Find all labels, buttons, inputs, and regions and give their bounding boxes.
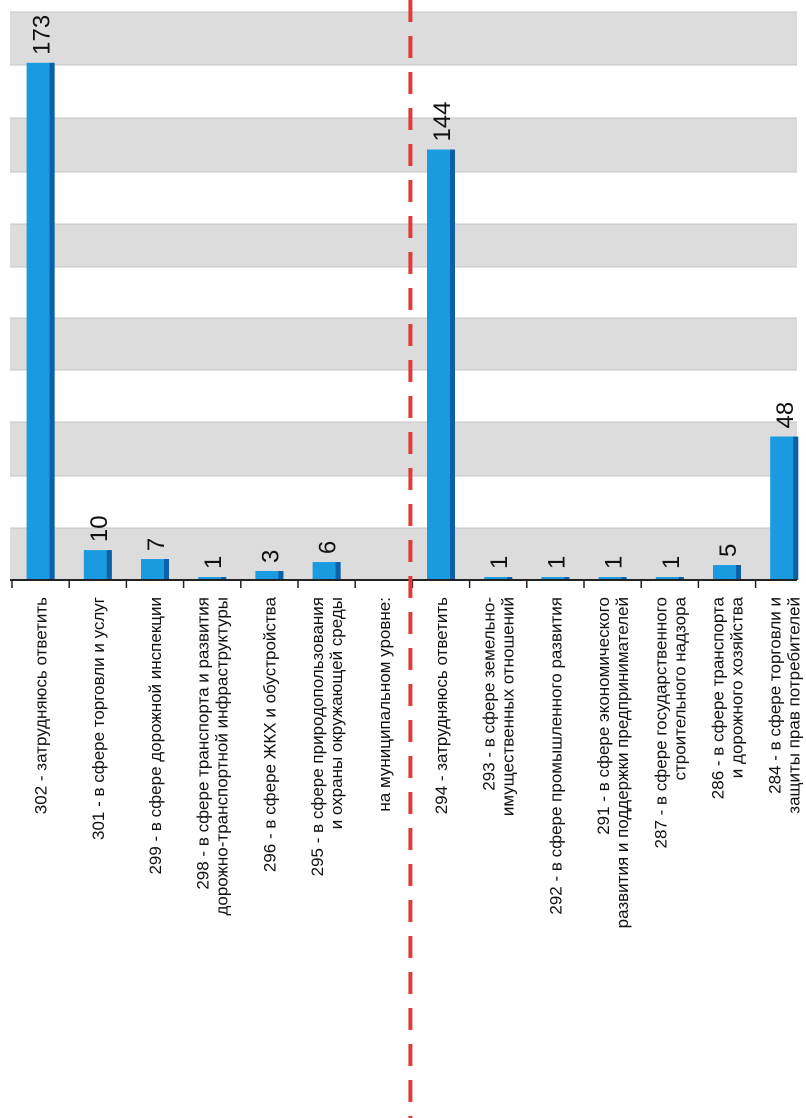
bar-shade <box>736 565 741 580</box>
tick-label: 298 - в сфере транспорта и развития <box>194 597 213 890</box>
bar-value-label: 3 <box>257 550 284 563</box>
bar-value-label: 48 <box>772 402 799 429</box>
bar <box>141 559 169 580</box>
grid-band <box>10 370 797 422</box>
tick-label: и охраны окружающей среды <box>327 597 346 829</box>
bar-shade <box>164 559 169 580</box>
bar <box>312 562 341 580</box>
grid-band <box>10 318 797 370</box>
bar-shade <box>793 436 799 580</box>
bar <box>713 565 741 580</box>
grid-band <box>10 118 797 172</box>
bar-shade <box>106 550 112 580</box>
bar-shade <box>49 62 55 581</box>
bar-value-label: 173 <box>29 15 56 55</box>
tick-label: 295 - в сфере природопользования <box>308 597 327 876</box>
tick-label: 287 - в сфере государственного <box>651 597 670 848</box>
bar-value-label: 1 <box>486 556 513 569</box>
grid-band <box>10 422 797 476</box>
bar <box>655 577 684 580</box>
bar-value-label: 6 <box>315 541 342 554</box>
tick-label: 299 - в сфере дорожной инспекции <box>146 597 165 875</box>
tick-label: 293 - в сфере земельно- <box>480 597 499 791</box>
tick-label: дорожно-транспортной инфраструктуры <box>213 597 232 916</box>
tick-label: 296 - в сфере ЖКХ и обустройства <box>260 596 279 872</box>
bar-value-label: 1 <box>543 556 570 569</box>
bar-shade <box>678 577 684 580</box>
tick-label: на муниципальном уровне: <box>375 597 394 812</box>
bar-value-label: 1 <box>200 556 227 569</box>
bar <box>198 577 227 580</box>
grid-band <box>10 267 797 318</box>
tick-label: развития и поддержки предпринимателей <box>613 597 632 928</box>
grid-band <box>10 65 797 118</box>
grid-band <box>10 224 797 267</box>
grid-band <box>10 172 797 224</box>
bar-shade <box>507 577 513 580</box>
bar-value-label: 1 <box>658 556 685 569</box>
tick-label: строительного надзора <box>670 596 689 780</box>
bar <box>484 577 513 580</box>
tick-label: 301 - в сфере торговли и услуг <box>89 597 108 840</box>
bar-shade <box>221 577 227 580</box>
tick-label: 284 - в сфере торговли и <box>766 597 785 794</box>
tick-label: и дорожного хозяйства <box>728 596 747 778</box>
bar <box>541 577 570 580</box>
bar-value-label: 5 <box>715 544 742 557</box>
bar-shade <box>278 571 284 580</box>
tick-label: 286 - в сфере транспорта <box>709 596 728 799</box>
bar-shade <box>621 577 627 580</box>
bar-shade <box>335 562 341 580</box>
tick-label: 294 - затрудняюсь ответить <box>432 597 451 814</box>
tick-label: 292 - в сфере промышленного развития <box>546 597 565 915</box>
grid-band <box>10 12 797 65</box>
bar <box>598 577 627 580</box>
tick-label: 291 - в сфере экономического <box>594 597 613 835</box>
bar-value-label: 144 <box>429 101 456 141</box>
bar-value-label: 10 <box>86 515 113 542</box>
bar-value-label: 7 <box>143 538 170 551</box>
grid-band <box>10 528 797 580</box>
bar-value-label: 1 <box>601 556 628 569</box>
bar-shade <box>450 149 455 580</box>
tick-label: 302 - затрудняюсь ответить <box>32 597 51 814</box>
tick-label: имущественных отношений <box>499 597 518 816</box>
bar <box>255 571 284 580</box>
grid-band <box>10 476 797 528</box>
bar-shade <box>564 577 570 580</box>
tick-label: защиты прав потребителей <box>785 597 804 814</box>
